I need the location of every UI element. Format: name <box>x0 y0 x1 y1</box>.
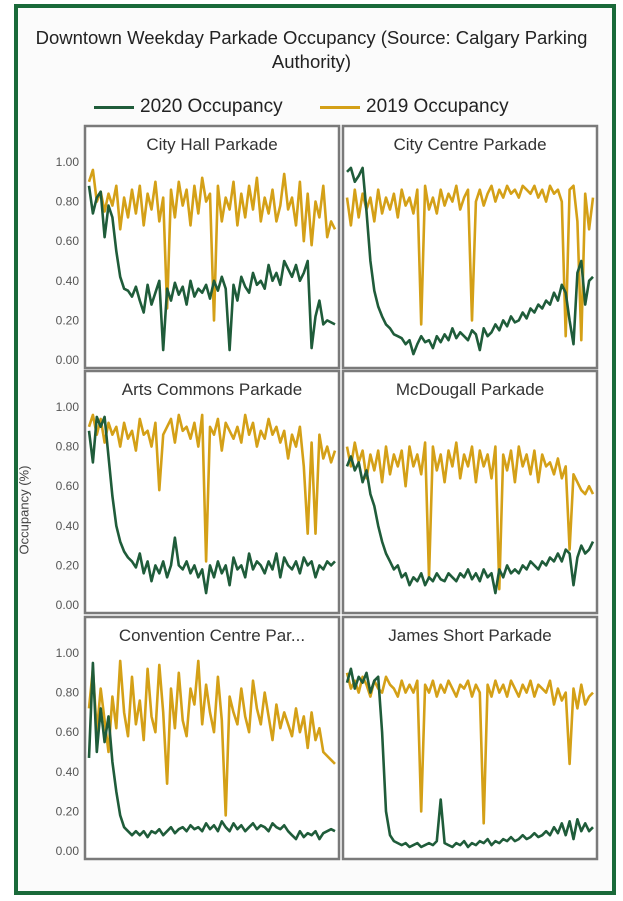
panel-title: McDougall Parkade <box>396 380 544 399</box>
y-tick-label: 1.00 <box>56 400 80 414</box>
series-line-2020 <box>346 166 594 356</box>
series-line-2019 <box>87 413 337 563</box>
panel-border <box>341 615 599 861</box>
panel-title: City Hall Parkade <box>146 135 277 154</box>
y-tick-label: 1.00 <box>56 155 80 169</box>
panel-0: City Hall Parkade 0.00 0.20 0.40 0.60 0.80 1.0… <box>56 124 341 370</box>
y-tick-label: 0.80 <box>56 686 80 700</box>
panel-4: Convention Centre Par... 0.00 0.20 0.40 0.60… <box>56 615 341 861</box>
legend-swatch-2020 <box>94 105 134 109</box>
series-line-2019 <box>87 168 337 322</box>
series-line-2020 <box>345 455 595 595</box>
series-line-2019 <box>345 184 595 342</box>
legend-label-2020: 2020 Occupancy <box>140 96 283 117</box>
y-tick-label: 0.20 <box>56 313 80 327</box>
legend-swatch-2019 <box>320 105 360 109</box>
y-tick-label: 0.40 <box>56 765 80 779</box>
y-tick-label: 0.60 <box>56 479 80 493</box>
panel-title: James Short Parkade <box>388 626 551 645</box>
y-tick-label: 0.40 <box>56 274 80 288</box>
panel-2: Arts Commons Parkade 0.00 0.20 0.40 0.60 0.80… <box>56 369 341 615</box>
panel-5: James Short Parkade <box>341 615 599 861</box>
y-tick-label: 1.00 <box>56 646 80 660</box>
y-tick-label: 0.00 <box>56 353 80 367</box>
panel-title: Arts Commons Parkade <box>122 380 302 399</box>
series-line-2019 <box>345 441 595 591</box>
panel-3: McDougall Parkade <box>341 369 599 615</box>
y-tick-label: 0.20 <box>56 558 80 572</box>
chart-title: Downtown Weekday Parkade Occupancy (Sour… <box>35 27 588 72</box>
panel-title: Convention Centre Par... <box>119 626 305 645</box>
legend-label-2019: 2019 Occupancy <box>366 96 509 117</box>
legend-item-2019: 2019 Occupancy <box>320 94 509 120</box>
panel-border <box>83 369 341 615</box>
panel-title: City Centre Parkade <box>393 135 546 154</box>
y-tick-label: 0.80 <box>56 195 80 209</box>
y-tick-label: 0.60 <box>56 725 80 739</box>
panel-1: City Centre Parkade <box>341 124 599 370</box>
series-line-2019 <box>87 659 336 817</box>
series-line-2019 <box>345 672 594 825</box>
legend-item-2020: 2020 Occupancy <box>94 94 283 120</box>
y-tick-label: 0.40 <box>56 519 80 533</box>
panel-border <box>83 615 341 861</box>
y-tick-label: 0.80 <box>56 440 80 454</box>
series-line-2020 <box>87 661 336 841</box>
series-line-2020 <box>345 667 594 849</box>
legend: 2020 Occupancy 2019 Occupancy <box>18 94 605 120</box>
y-tick-label: 0.00 <box>56 844 80 858</box>
y-tick-label: 0.00 <box>56 598 80 612</box>
series-line-2020 <box>87 185 336 352</box>
y-tick-label: 0.20 <box>56 804 80 818</box>
y-tick-label: 0.60 <box>56 234 80 248</box>
series-line-2020 <box>87 415 336 595</box>
